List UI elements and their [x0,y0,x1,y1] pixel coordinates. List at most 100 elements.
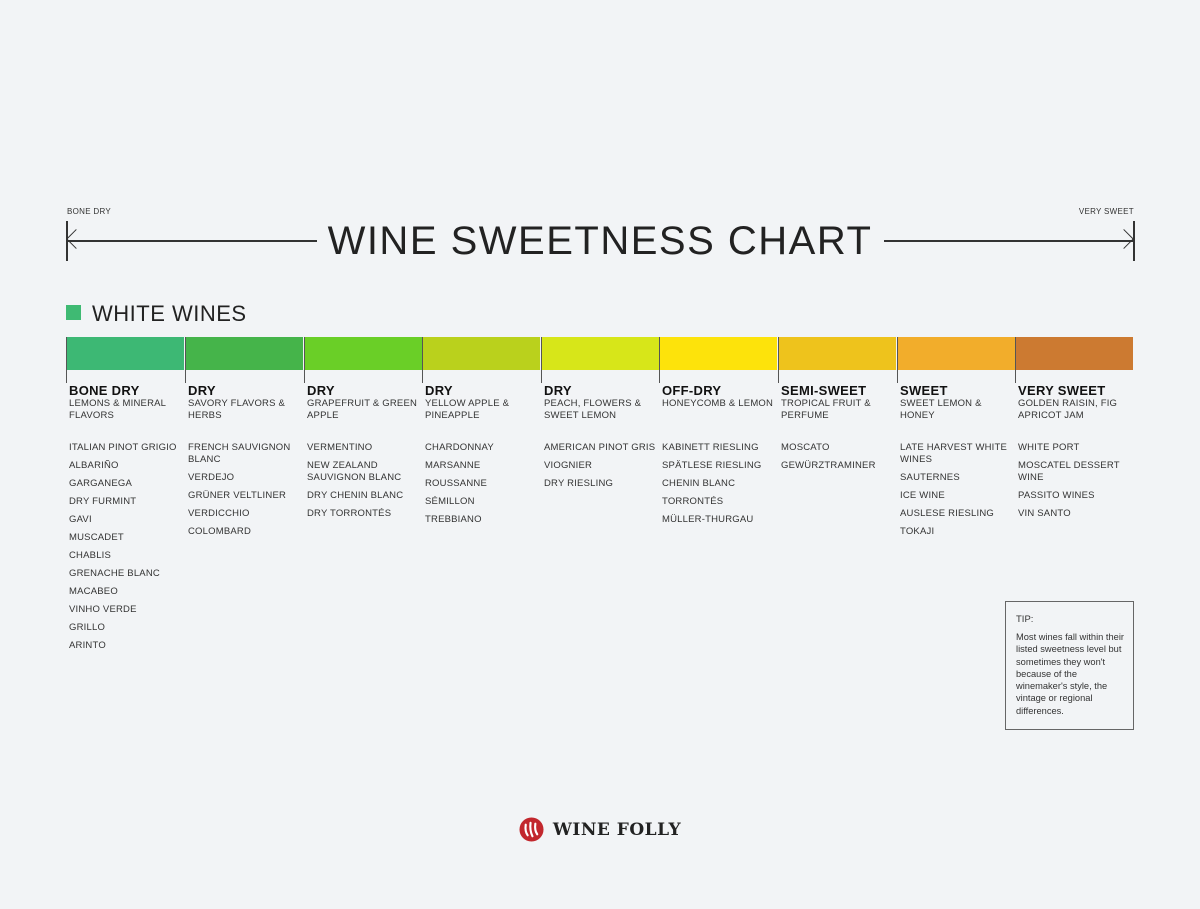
sweetness-level: DRY [544,383,572,398]
sweetness-bar-segment [304,337,422,370]
wine-list: MOSCATO GEWÜRZTRAMINER [781,442,894,472]
arrow-left-icon [66,229,86,249]
flavor-description: SAVORY FLAVORS & HERBS [188,398,286,421]
scale-label-bone-dry: BONE DRY [67,207,112,216]
wine-item: AMERICAN PINOT GRIS [544,442,656,453]
wine-item: SPÄTLESE RIESLING [662,460,762,471]
tip-title: TIP: [1016,614,1034,625]
wine-item: ROUSSANNE [425,478,487,489]
flavor-description: GRAPEFRUIT & GREEN APPLE [307,398,418,421]
wine-list: LATE HARVEST WHITE WINES SAUTERNES ICE WIN… [900,442,1013,538]
sweetness-level: VERY SWEET [1018,383,1106,398]
wine-item: DRY RIESLING [544,478,614,489]
brand-name: WINE FOLLY [552,819,682,840]
sweetness-level: DRY [425,383,453,398]
wine-item: GRILLO [69,622,106,633]
sweetness-level: SEMI-SWEET [781,383,867,398]
sweetness-column: VERY SWEET GOLDEN RAISIN, FIG APRICOT JAM… [1015,337,1133,526]
page-title: WINE SWEETNESS CHART [327,219,873,263]
flavor-description: LEMONS & MINERAL FLAVORS [69,398,166,421]
wine-item: COLOMBARD [188,526,252,537]
scale-end-tick-left [66,221,68,261]
wine-item: NEW ZEALAND SAUVIGNON BLANC [307,460,402,483]
scale-label-very-sweet: VERY SWEET [1078,207,1134,216]
sweetness-bar-segment [778,337,896,370]
column-divider [304,337,305,383]
flavor-description: YELLOW APPLE & PINEAPPLE [425,398,510,421]
sweetness-column: DRY SAVORY FLAVORS & HERBS FRENCH SAUVIGNO… [185,337,303,544]
sweetness-bar-segment [1015,337,1133,370]
wine-list: CHARDONNAY MARSANNE ROUSSANNE SÉMILLON TREBB… [425,442,538,526]
wine-item: ITALIAN PINOT GRIGIO [69,442,177,453]
wine-item: DRY FURMINT [69,496,137,507]
flavor-description: TROPICAL FRUIT & PERFUME [781,398,871,421]
sweetness-column: SWEET SWEET LEMON & HONEY LATE HARVEST WHI… [897,337,1015,544]
sweetness-level: OFF-DRY [662,383,722,398]
wine-item: MARSANNE [425,460,481,471]
wine-item: AUSLESE RIESLING [900,508,995,519]
wine-item: VIN SANTO [1018,508,1071,519]
wine-item: ARINTO [69,640,106,651]
arrow-right-icon [1114,229,1134,249]
wine-item: CHENIN BLANC [662,478,736,489]
wine-item: TOKAJI [900,526,935,537]
wine-item: GRÜNER VELTLINER [188,490,287,501]
wine-item: VIOGNIER [544,460,593,471]
sweetness-column: DRY PEACH, FLOWERS & SWEET LEMON AMERICAN … [541,337,659,496]
column-divider [1015,337,1016,383]
sweetness-column: SEMI-SWEET TROPICAL FRUIT & PERFUME MOSCAT… [778,337,896,478]
column-divider [422,337,423,383]
sweetness-level: DRY [307,383,335,398]
scale-arrow-line-right [884,240,1134,242]
legend-swatch [66,305,81,320]
wine-item: TREBBIANO [425,514,482,525]
tip-box: TIP: Most wines fall within their listed… [1005,601,1134,730]
sweetness-column: DRY GRAPEFRUIT & GREEN APPLE VERMENTINO NEW… [304,337,422,526]
scale-arrow-line-left [67,240,317,242]
wine-item: ICE WINE [900,490,945,501]
column-divider [897,337,898,383]
wine-item: MOSCATO [781,442,830,453]
wine-item: VERDEJO [188,472,235,483]
wine-item: MACABEO [69,586,118,597]
flavor-description: SWEET LEMON & HONEY [900,398,982,421]
wine-item: GAVI [69,514,92,525]
sweetness-bar-segment [66,337,184,370]
wine-list: ITALIAN PINOT GRIGIO ALBARIÑO GARGANEGA DRY… [69,442,182,652]
sweetness-level: SWEET [900,383,948,398]
sweetness-bar-segment [422,337,540,370]
wine-list: FRENCH SAUVIGNON BLANC VERDEJO GRÜNER VELT… [188,442,301,538]
wine-list: VERMENTINO NEW ZEALAND SAUVIGNON BLANC DRY… [307,442,420,520]
wine-item: VERDICCHIO [188,508,250,519]
wine-item: LATE HARVEST WHITE WINES [900,442,1008,465]
wine-item: MUSCADET [69,532,124,543]
wine-item: SAUTERNES [900,472,960,483]
flavor-description: HONEYCOMB & LEMON [662,398,774,409]
wine-item: DRY TORRONTÉS [307,508,392,519]
legend-label: WHITE WINES [92,301,247,326]
sweetness-level: BONE DRY [69,383,140,398]
wine-item: SÉMILLON [425,496,475,507]
wine-item: GARGANEGA [69,478,133,489]
flavor-description: PEACH, FLOWERS & SWEET LEMON [544,398,642,421]
wine-item: TORRONTÉS [662,496,724,507]
wine-item: CHABLIS [69,550,112,561]
flavor-description: GOLDEN RAISIN, FIG APRICOT JAM [1018,398,1118,421]
wine-folly-logo-icon [519,817,544,842]
sweetness-column: DRY YELLOW APPLE & PINEAPPLE CHARDONNAY MAR… [422,337,540,532]
wine-item: GRENACHE BLANC [69,568,160,579]
column-divider [66,337,67,383]
sweetness-bar-segment [541,337,659,370]
sweetness-column: BONE DRY LEMONS & MINERAL FLAVORS ITALIAN … [66,337,184,658]
wine-item: MÜLLER-THURGAU [662,514,754,525]
wine-item: MOSCATEL DESSERT WINE [1018,460,1120,483]
sweetness-bar-segment [185,337,303,370]
sweetness-level: DRY [188,383,216,398]
column-divider [659,337,660,383]
wine-item: CHARDONNAY [425,442,494,453]
wine-item: FRENCH SAUVIGNON BLANC [188,442,291,465]
column-divider [778,337,779,383]
tip-text: Most wines fall within their listed swee… [1016,632,1124,716]
wine-item: GEWÜRZTRAMINER [781,460,876,471]
sweetness-column: OFF-DRY HONEYCOMB & LEMON KABINETT RIESLIN… [659,337,777,532]
